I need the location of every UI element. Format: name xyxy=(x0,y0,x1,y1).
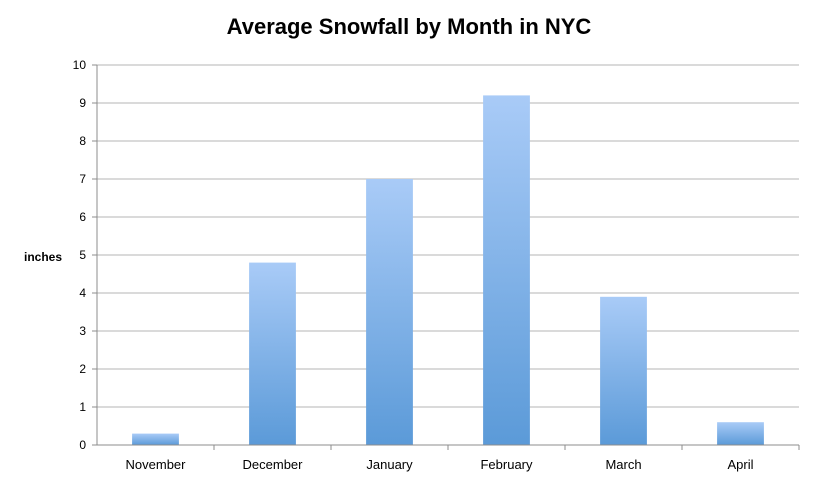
y-tick-label: 10 xyxy=(73,58,87,72)
y-tick-label: 7 xyxy=(79,172,86,186)
y-tick-label: 2 xyxy=(79,362,86,376)
bar-march xyxy=(600,296,647,445)
y-tick-label: 4 xyxy=(79,286,86,300)
bar-november xyxy=(132,433,179,445)
y-tick-label: 6 xyxy=(79,210,86,224)
x-tick-label: January xyxy=(366,457,413,472)
bar-december xyxy=(249,262,296,445)
grid-lines xyxy=(97,64,799,408)
y-tick-label: 0 xyxy=(79,438,86,452)
y-tick-label: 1 xyxy=(79,400,86,414)
y-tick-label: 8 xyxy=(79,134,86,148)
axes: 0 1 2 3 4 5 6 7 8 9 10 November December January Febru… xyxy=(73,58,800,472)
bars xyxy=(132,95,764,446)
x-tick-label: March xyxy=(605,457,641,472)
bar-february xyxy=(483,95,530,446)
bar-january xyxy=(366,179,413,445)
y-axis-label: inches xyxy=(24,250,62,264)
bar-april xyxy=(717,422,764,445)
y-tick-label: 5 xyxy=(79,248,86,262)
chart-title: Average Snowfall by Month in NYC xyxy=(226,14,592,39)
x-tick-label: April xyxy=(727,457,753,472)
x-tick-label: December xyxy=(243,457,304,472)
x-tick-label: November xyxy=(126,457,187,472)
x-tick-label: February xyxy=(480,457,533,472)
y-tick-label: 3 xyxy=(79,324,86,338)
y-tick-label: 9 xyxy=(79,96,86,110)
